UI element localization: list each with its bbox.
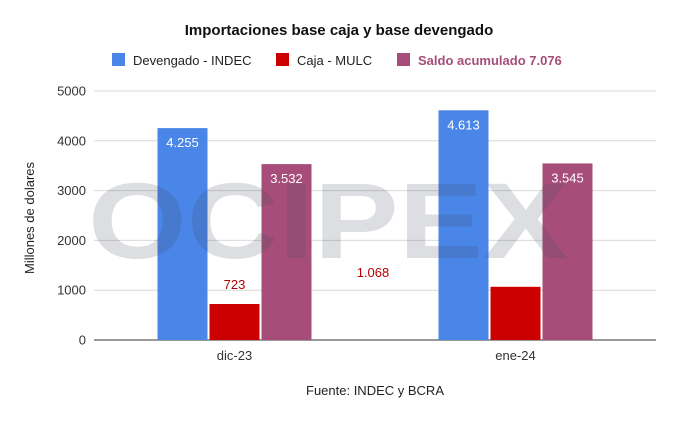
chart-title: Importaciones base caja y base devengado (185, 22, 493, 39)
bar (261, 164, 312, 340)
y-tick-label: 1000 (57, 283, 86, 298)
bar (542, 163, 593, 340)
legend-swatch (112, 53, 125, 66)
x-axis-label: Fuente: INDEC y BCRA (306, 383, 444, 398)
bar (490, 286, 541, 340)
bars (157, 110, 593, 340)
legend-label: Caja - MULC (297, 53, 372, 68)
y-axis-label: Millones de dolares (22, 162, 37, 275)
bar (157, 128, 208, 340)
legend: Devengado - INDEC Caja - MULC Saldo acumul… (112, 53, 562, 68)
y-tick-label: 3000 (57, 183, 86, 198)
legend-swatch (397, 53, 410, 66)
watermark-text: OCIPEX (88, 160, 568, 281)
y-axis-ticks: 0 1000 2000 3000 4000 5000 (57, 84, 86, 348)
y-tick-label: 5000 (57, 84, 86, 99)
bar (438, 110, 489, 340)
watermark-logo: OCIPEX (88, 160, 568, 281)
data-label: 4.255 (166, 135, 199, 150)
legend-label: Devengado - INDEC (133, 53, 252, 68)
x-tick-label: ene-24 (495, 348, 535, 363)
y-tick-label: 2000 (57, 233, 86, 248)
data-label: 1.068 (357, 265, 390, 280)
data-label: 723 (224, 277, 246, 292)
y-tick-label: 4000 (57, 133, 86, 148)
bar (209, 303, 260, 340)
data-label: 3.532 (270, 171, 303, 186)
data-labels: 4.255 723 3.532 4.613 1.068 3.545 (166, 117, 584, 292)
legend-label: Saldo acumulado 7.076 (418, 53, 562, 68)
data-label: 3.545 (551, 170, 584, 185)
data-label: 4.613 (447, 117, 480, 132)
x-axis-ticks: dic-23 ene-24 (217, 348, 536, 363)
y-tick-label: 0 (79, 333, 86, 348)
legend-swatch (276, 53, 289, 66)
x-tick-label: dic-23 (217, 348, 252, 363)
